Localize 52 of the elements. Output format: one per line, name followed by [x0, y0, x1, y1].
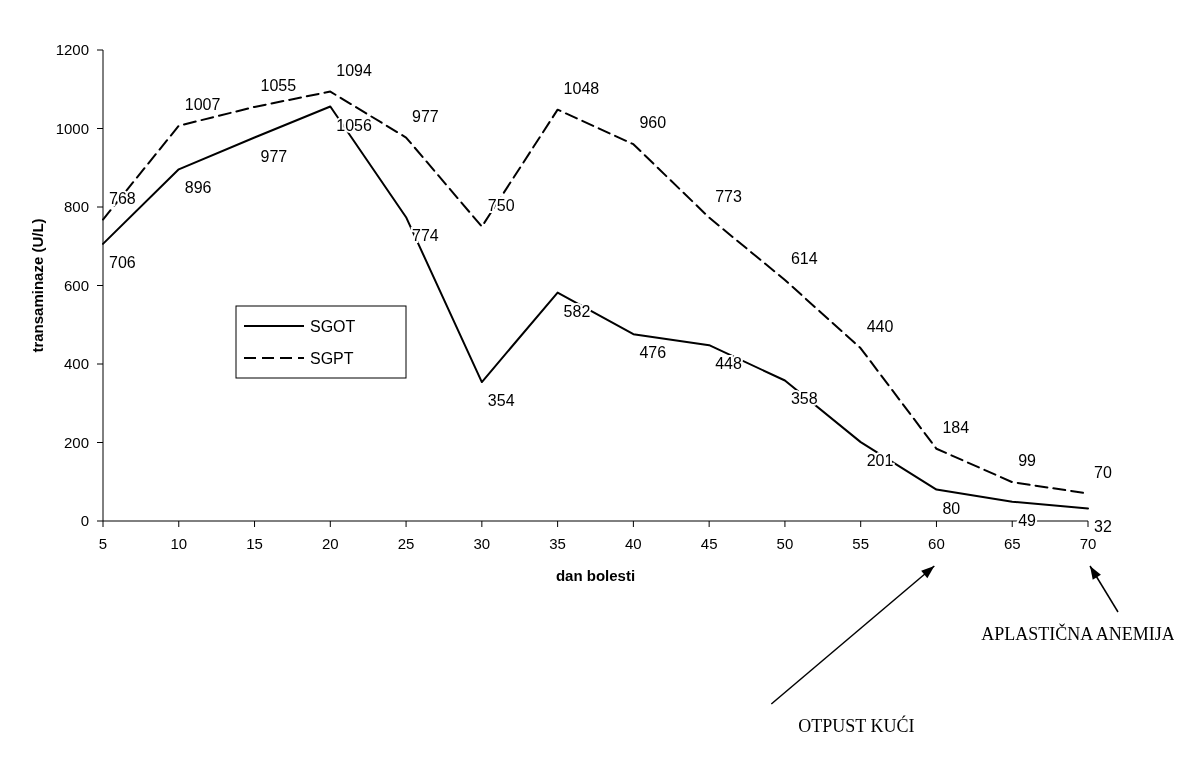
data-label: 476: [639, 344, 667, 362]
data-label: 1007: [184, 95, 221, 113]
x-tick-label: 70: [1079, 535, 1097, 552]
x-tick-label: 20: [321, 535, 339, 552]
x-tick-label: 15: [246, 535, 263, 552]
y-tick-label: 1000: [55, 119, 89, 137]
data-label: 768: [109, 189, 136, 207]
y-tick-label: 600: [63, 276, 89, 294]
x-tick-label: 25: [397, 535, 415, 552]
data-label: 448: [715, 355, 742, 373]
text: APLASTIČNA ANEMIJA: [981, 623, 1175, 644]
data-label: 614: [790, 250, 818, 268]
x-tick-label: 5: [98, 535, 108, 552]
y-tick-label: 800: [63, 198, 89, 215]
x-tick-label: 65: [1003, 535, 1021, 552]
data-label: 773: [715, 187, 742, 205]
legend-label: SGOT: [310, 318, 356, 335]
data-label: 99: [1018, 452, 1037, 470]
data-label: 440: [866, 318, 894, 336]
data-label: 706: [109, 253, 136, 271]
data-label: 32: [1094, 518, 1112, 536]
data-label: 750: [487, 196, 515, 214]
data-label: 70: [1094, 463, 1112, 481]
data-label: 977: [260, 147, 288, 165]
legend-label: SGPT: [310, 350, 354, 367]
y-tick-label: 200: [63, 433, 89, 451]
data-label: 1055: [260, 76, 297, 94]
x-tick-label: 40: [625, 535, 642, 552]
x-tick-label: 35: [549, 535, 566, 552]
text: OTPUST KUĆI: [798, 715, 915, 736]
data-label: 896: [184, 179, 212, 197]
x-tick-label: 50: [776, 535, 794, 552]
data-label: 201: [866, 452, 894, 470]
data-label: 582: [563, 302, 591, 320]
data-label: 49: [1018, 511, 1037, 529]
y-tick-label: 0: [80, 512, 89, 529]
data-label: 977: [412, 107, 439, 125]
x-tick-label: 30: [473, 535, 491, 552]
y-tick-label: 1200: [55, 41, 89, 58]
y-axis-title: transaminaze (U/L): [29, 218, 46, 353]
x-axis-title: dan bolesti: [555, 567, 636, 584]
data-label: 80: [942, 499, 961, 517]
data-label: 1048: [563, 79, 600, 97]
x-tick-label: 45: [700, 535, 718, 552]
y-tick-label: 400: [63, 355, 89, 372]
x-tick-label: 60: [928, 535, 945, 552]
x-tick-label: 10: [170, 535, 188, 552]
data-label: 354: [487, 392, 515, 410]
x-tick-label: 55: [852, 535, 870, 552]
data-label: 184: [942, 418, 970, 436]
data-label: 960: [639, 114, 667, 132]
data-label: 1094: [336, 61, 372, 79]
